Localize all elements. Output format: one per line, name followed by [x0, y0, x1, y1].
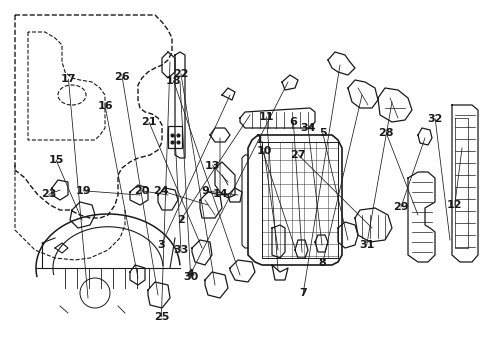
Text: 23: 23 [41, 189, 57, 199]
Text: 25: 25 [153, 312, 169, 322]
Text: 16: 16 [97, 101, 113, 111]
Text: 29: 29 [392, 202, 408, 212]
Text: 6: 6 [289, 117, 297, 127]
Text: 17: 17 [61, 74, 76, 84]
Text: 18: 18 [165, 76, 181, 86]
Text: 30: 30 [183, 272, 198, 282]
Text: 1: 1 [255, 135, 263, 145]
Text: 31: 31 [358, 240, 374, 250]
Text: 19: 19 [75, 186, 91, 196]
Text: 22: 22 [173, 69, 188, 79]
Text: 8: 8 [318, 258, 326, 268]
Text: 15: 15 [48, 155, 64, 165]
Text: 32: 32 [427, 114, 442, 124]
Text: 12: 12 [446, 200, 462, 210]
Text: 7: 7 [299, 288, 306, 298]
Text: 9: 9 [201, 186, 209, 196]
Text: 20: 20 [134, 186, 149, 196]
Text: 33: 33 [173, 245, 188, 255]
Text: 13: 13 [204, 161, 220, 171]
Text: 21: 21 [141, 117, 157, 127]
Text: 14: 14 [212, 189, 227, 199]
Text: 34: 34 [300, 123, 315, 133]
Text: 26: 26 [114, 72, 130, 82]
Text: 28: 28 [378, 128, 393, 138]
Text: 5: 5 [318, 128, 326, 138]
Text: 27: 27 [290, 150, 305, 160]
Text: 10: 10 [256, 146, 271, 156]
Text: 4: 4 [186, 269, 194, 279]
Text: 3: 3 [157, 240, 165, 250]
Text: 11: 11 [258, 112, 274, 122]
Text: 2: 2 [177, 215, 184, 225]
Text: 24: 24 [153, 186, 169, 196]
Bar [168, 126, 182, 148]
